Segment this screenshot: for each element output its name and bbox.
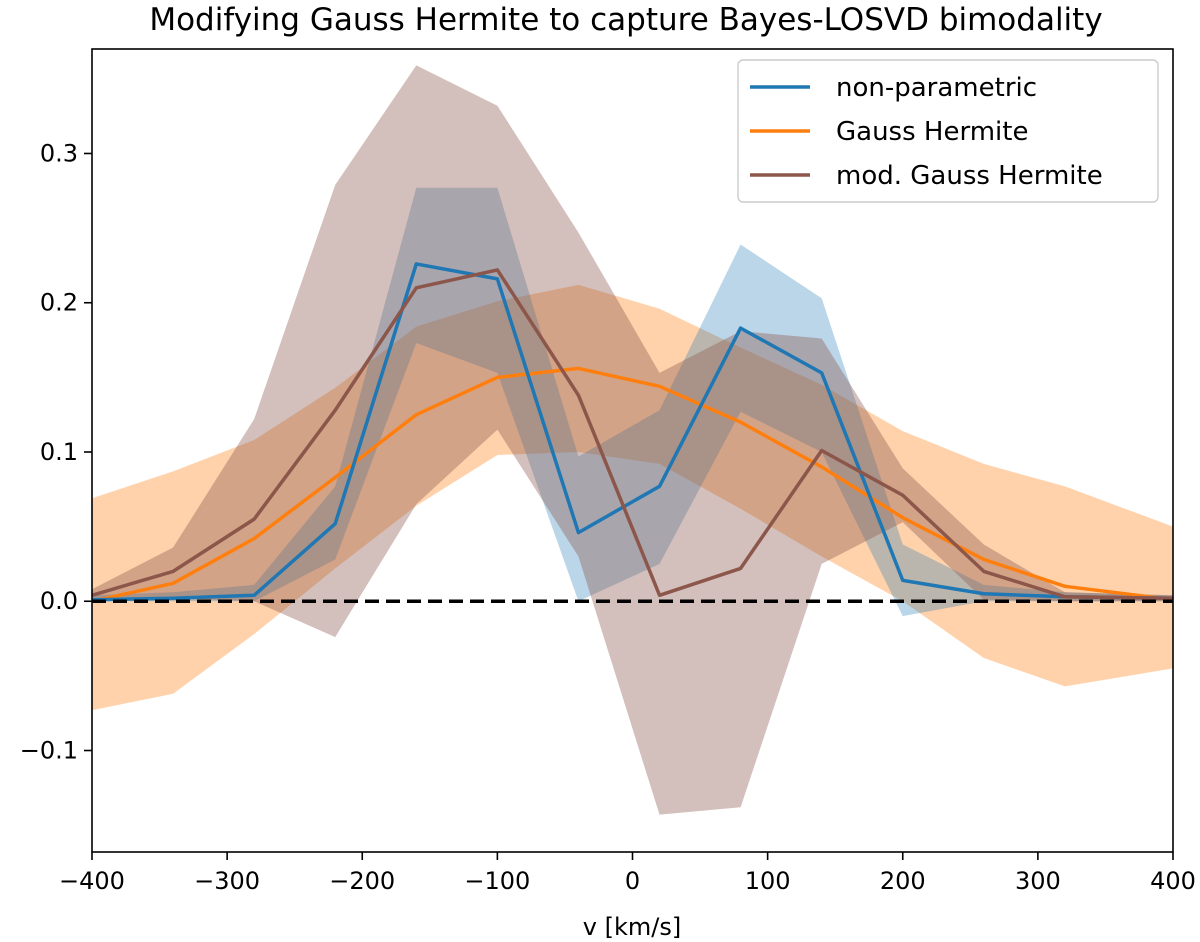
line-gauss-hermite (92, 366, 1173, 603)
legend-label: mod. Gauss Hermite (836, 161, 1103, 191)
axis-ticks: −400 −300 −200 −100 0 100 200 300 400 −0.1 0.0 0.1 0… (20, 139, 1196, 895)
y-tick-label: −0.1 (20, 737, 78, 765)
x-tick-label: −400 (59, 867, 125, 895)
y-tick-label: 0.1 (40, 438, 78, 466)
band-mod-gauss-hermite (92, 65, 1173, 815)
line-non-parametric (92, 262, 1173, 602)
x-tick-label: 100 (745, 867, 791, 895)
y-tick-label: 0.0 (40, 587, 78, 615)
legend-label: non-parametric (836, 73, 1037, 103)
line-mod-gauss-hermite (92, 268, 1173, 601)
x-axis-label: v [km/s] (583, 913, 681, 941)
chart-title: Modifying Gauss Hermite to capture Bayes… (149, 2, 1102, 38)
x-tick-label: 300 (1015, 867, 1061, 895)
band-gauss-hermite (92, 284, 1173, 711)
x-tick-label: 400 (1150, 867, 1196, 895)
legend: non-parametric Gauss Hermite mod. Gauss He… (737, 59, 1159, 203)
legend-box (737, 59, 1159, 203)
x-tick-label: −200 (329, 867, 395, 895)
y-tick-label: 0.3 (40, 139, 78, 167)
legend-label: Gauss Hermite (836, 117, 1028, 147)
y-tick-label: 0.2 (40, 289, 78, 317)
series-lines (92, 262, 1173, 603)
x-tick-label: 0 (625, 867, 640, 895)
x-tick-label: −300 (194, 867, 260, 895)
x-tick-label: 200 (880, 867, 926, 895)
x-tick-label: −100 (464, 867, 530, 895)
